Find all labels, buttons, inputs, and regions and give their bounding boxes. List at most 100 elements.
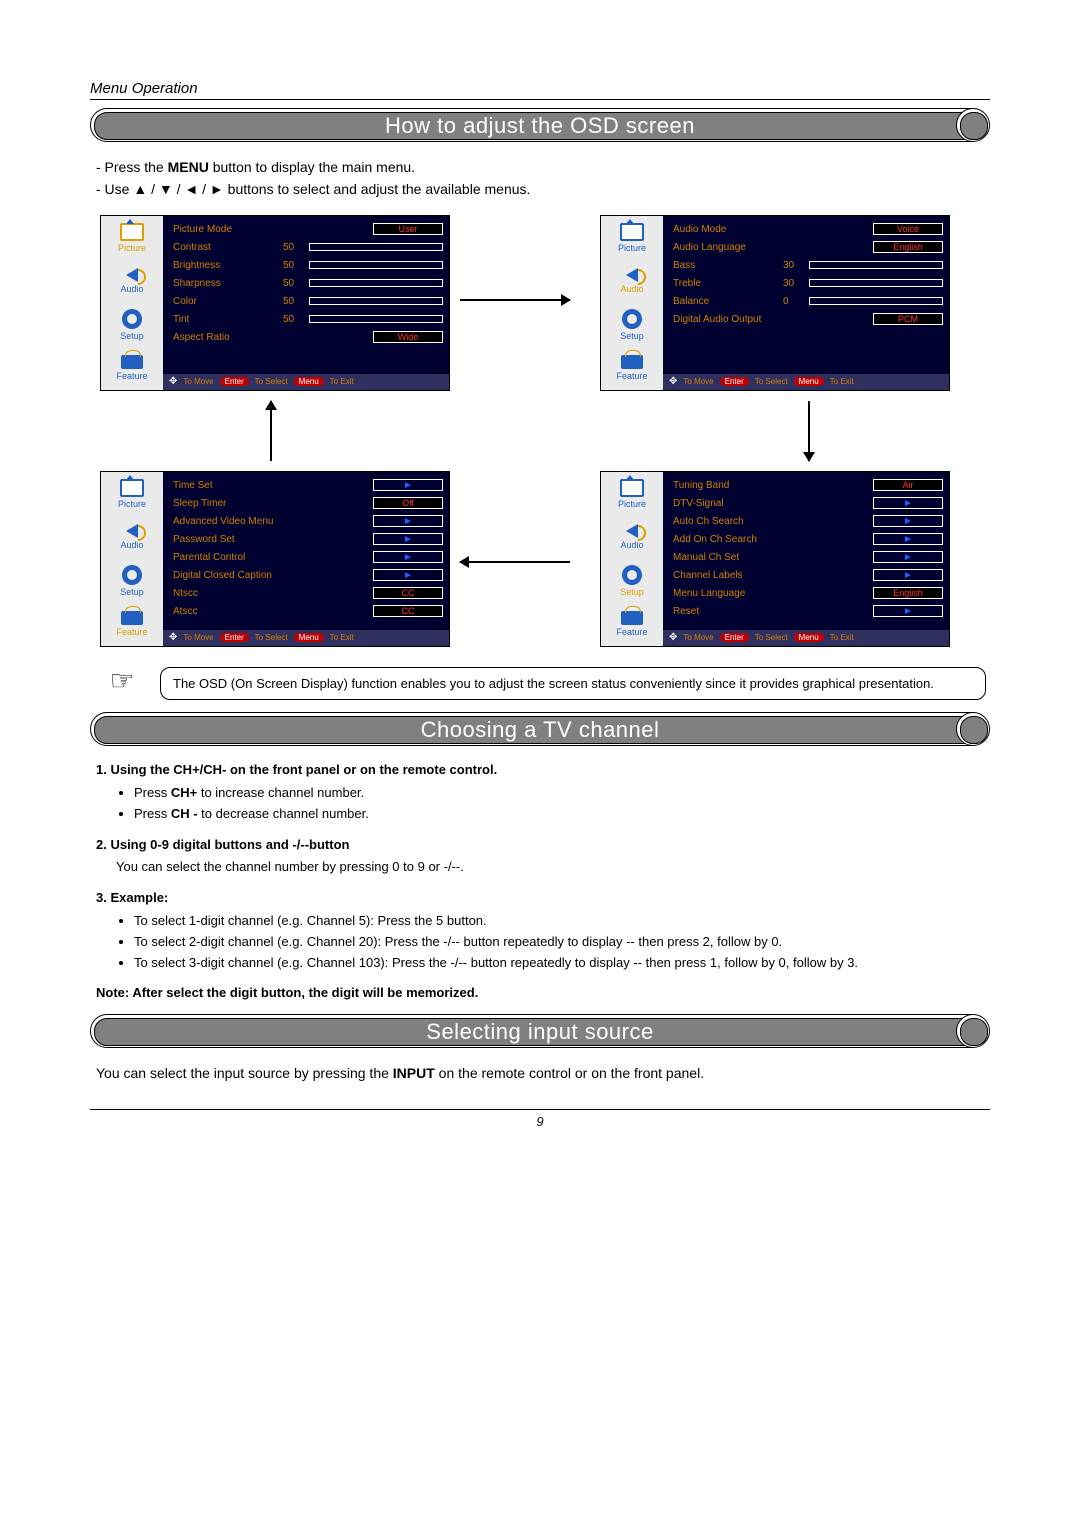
footer-menu: Menu [794,633,824,642]
osd-row: DTV-Signal► [673,496,943,511]
title-channel: Choosing a TV channel [90,712,990,746]
osd-row-label: Tint [173,314,283,325]
osd-row-chip: CC [373,605,443,617]
osd-row-label: Bass [673,260,783,271]
osd-row-arrow-icon: ► [373,569,443,581]
osd-row: Parental Control► [173,550,443,565]
osd-row: NtsccCC [173,586,443,601]
osd-sidebar-item: Feature [601,602,663,646]
osd-row-value: 50 [283,260,305,271]
osd-row: Sleep TimerOff [173,496,443,511]
osd-panel-feature: PictureAudioSetupFeatureTime Set►Sleep T… [100,471,450,647]
osd-sidebar-label: Feature [116,371,147,381]
osd-sidebar-item: Audio [101,515,163,559]
title-channel-text: Choosing a TV channel [107,716,973,744]
intro-l1-post: button to display the main menu. [209,159,415,175]
osd-row-label: Digital Closed Caption [173,570,283,581]
osd-sidebar-label: Audio [620,284,643,294]
osd-row: Digital Audio OutputPCM [673,312,943,327]
osd-row-label: Auto Ch Search [673,516,783,527]
osd-sidebar-item: Picture [601,472,663,516]
footer-menu: Menu [794,377,824,386]
osd-sidebar-item: Picture [101,216,163,260]
osd-sidebar-label: Picture [618,499,646,509]
osd-row-chip: English [873,241,943,253]
osd-sidebar-label: Setup [120,587,144,597]
osd-row-label: Aspect Ratio [173,332,283,343]
osd-row-arrow-icon: ► [873,533,943,545]
arrow-left-icon [460,561,570,563]
osd-row: Picture ModeUser [173,222,443,237]
note-block: ☞ The OSD (On Screen Display) function e… [94,667,986,701]
osd-row: Color50 [173,294,443,309]
nav-icon: ✥ [169,376,177,387]
footer-menu: Menu [294,377,324,386]
footer-move: To Move [683,377,713,386]
title-osd: How to adjust the OSD screen [90,108,990,142]
input-source-text: You can select the input source by press… [96,1062,984,1084]
osd-row-label: Reset [673,606,783,617]
osd-row-chip: Voice [873,223,943,235]
osd-row-label: Channel Labels [673,570,783,581]
osd-footer: ✥To MoveEnterTo SelectMenuTo Exit [163,630,449,646]
osd-row: Treble30 [673,276,943,291]
osd-footer: ✥To MoveEnterTo SelectMenuTo Exit [663,630,949,646]
osd-row: Tint50 [173,312,443,327]
osd-sidebar-icon [120,479,144,497]
footer-enter: Enter [720,633,749,642]
osd-row-bar [309,261,443,269]
osd-intro: - Press the MENU button to display the m… [96,156,984,201]
osd-row-value: 50 [283,296,305,307]
osd-sidebar-label: Audio [120,540,143,550]
intro-l1-bold: MENU [168,159,209,175]
osd-row-chip: Air [873,479,943,491]
osd-row: Add On Ch Search ► [673,532,943,547]
osd-sidebar-item: Setup [601,559,663,603]
osd-sidebar-label: Setup [620,331,644,341]
osd-sidebar-label: Setup [620,587,644,597]
osd-footer: ✥To MoveEnterTo SelectMenuTo Exit [163,374,449,390]
osd-row-arrow-icon: ► [873,551,943,563]
osd-row: Brightness50 [173,258,443,273]
footer-exit: To Exit [830,633,854,642]
footer-move: To Move [183,377,213,386]
footer-select: To Select [755,377,788,386]
osd-row-value: 50 [283,278,305,289]
osd-row-arrow-icon: ► [873,569,943,581]
osd-row: Auto Ch Search► [673,514,943,529]
osd-sidebar-item: Audio [601,515,663,559]
osd-sidebar-icon [620,479,644,497]
osd-sidebar-label: Audio [620,540,643,550]
note-text: The OSD (On Screen Display) function ena… [160,667,986,701]
footer-select: To Select [255,633,288,642]
osd-sidebar-item: Audio [101,259,163,303]
osd-row: Bass30 [673,258,943,273]
osd-sidebar-icon [121,355,143,369]
osd-sidebar-icon [122,309,142,329]
osd-row-value: 30 [783,278,805,289]
ch-h2: 2. Using 0-9 digital buttons and -/--but… [96,835,984,856]
osd-row-chip: PCM [873,313,943,325]
osd-row: Menu LanguageEnglish [673,586,943,601]
osd-sidebar-label: Setup [120,331,144,341]
osd-row-label: Time Set [173,480,283,491]
osd-row-label: Menu Language [673,588,783,599]
ch-b1b: Press CH - to decrease channel number. [134,804,984,825]
osd-row-label: Parental Control [173,552,283,563]
osd-sidebar-item: Picture [101,472,163,516]
osd-row-label: Add On Ch Search [673,534,783,545]
footer-exit: To Exit [830,377,854,386]
osd-row: Reset► [673,604,943,619]
osd-row-chip: User [373,223,443,235]
osd-row-label: Audio Language [673,242,783,253]
nav-icon: ✥ [169,632,177,643]
intro-l2: - Use ▲ / ▼ / ◄ / ► buttons to select an… [96,178,984,200]
osd-sidebar-icon [126,268,138,282]
osd-row-arrow-icon: ► [873,497,943,509]
osd-row: Digital Closed Caption ► [173,568,443,583]
osd-row: Channel Labels ► [673,568,943,583]
osd-row: Time Set► [173,478,443,493]
osd-row-bar [309,315,443,323]
footer-select: To Select [755,633,788,642]
osd-row-bar [309,297,443,305]
